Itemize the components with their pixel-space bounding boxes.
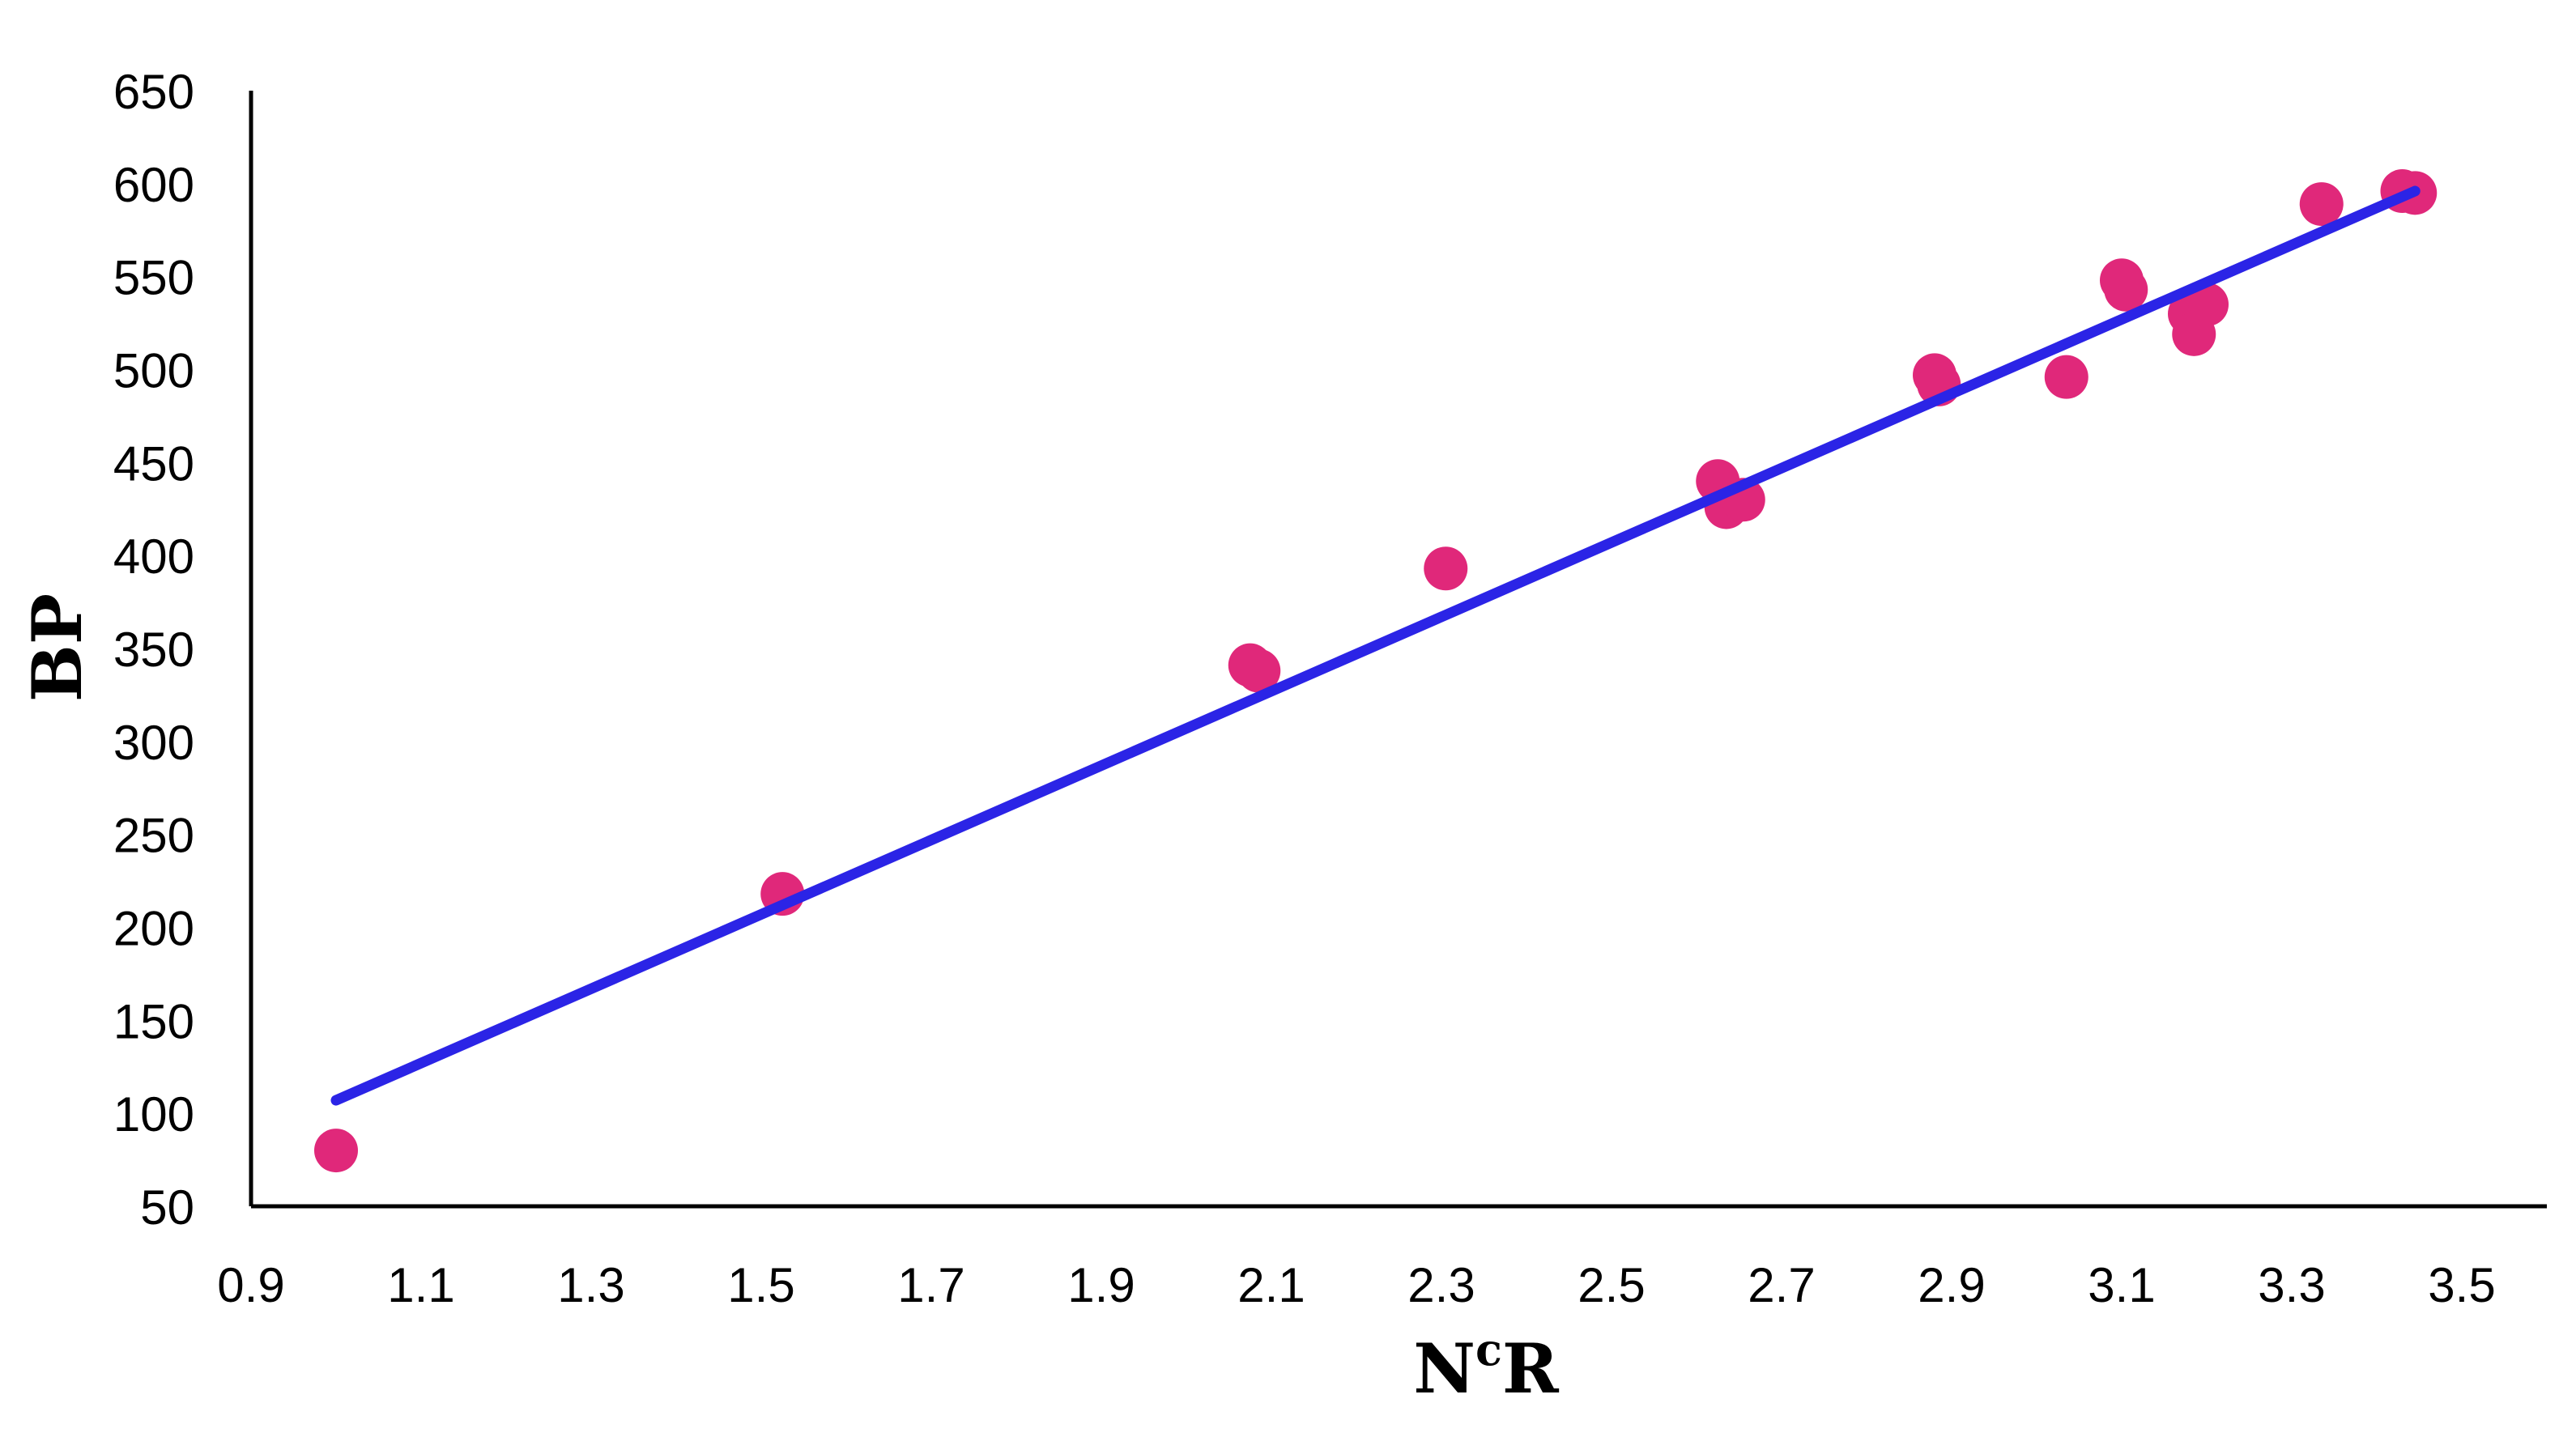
data-point <box>2104 267 2148 312</box>
y-tick-label: 400 <box>113 529 194 584</box>
x-tick-label: 1.9 <box>1067 1258 1135 1312</box>
trendline-group <box>330 185 2421 1106</box>
x-tick-label: 3.5 <box>2428 1258 2495 1312</box>
y-tick-labels: 50 100 150 200 250 300 350 400 450 500 550 600 650 <box>113 65 194 1235</box>
x-tick-label: 3.1 <box>2088 1258 2155 1312</box>
x-axis-title: NcR <box>1413 1324 1560 1409</box>
y-tick-label: 150 <box>113 994 194 1048</box>
x-tick-label: 2.7 <box>1748 1258 1815 1312</box>
x-tick-label: 3.3 <box>2258 1258 2325 1312</box>
x-tick-label: 2.5 <box>1578 1258 1645 1312</box>
x-tick-labels: 0.9 1.1 1.3 1.5 1.7 1.9 2.1 2.3 2.5 2.7 2.9 3.1 3.3 3… <box>217 1258 2495 1312</box>
data-point <box>2185 283 2229 327</box>
x-tick-label: 2.3 <box>1407 1258 1475 1312</box>
axes <box>249 91 2547 1209</box>
y-tick-label: 600 <box>113 158 194 212</box>
x-tick-label: 1.5 <box>727 1258 794 1312</box>
x-tick-label: 1.1 <box>387 1258 454 1312</box>
data-point <box>2044 355 2088 399</box>
y-tick-label: 450 <box>113 436 194 491</box>
data-point <box>1424 546 1468 591</box>
y-tick-label: 50 <box>140 1180 194 1235</box>
y-tick-label: 650 <box>113 65 194 119</box>
y-tick-label: 100 <box>113 1087 194 1142</box>
y-tick-label: 200 <box>113 902 194 956</box>
x-tick-label: 2.9 <box>1918 1258 1985 1312</box>
data-point <box>1237 648 1281 693</box>
y-tick-label: 300 <box>113 716 194 770</box>
x-tick-label: 1.7 <box>897 1258 964 1312</box>
data-point <box>314 1129 358 1173</box>
y-axis-title: BP <box>17 593 97 702</box>
x-tick-label: 1.3 <box>557 1258 624 1312</box>
data-point <box>2299 182 2344 227</box>
y-tick-label: 350 <box>113 623 194 677</box>
trendline <box>330 185 2421 1106</box>
y-tick-label: 500 <box>113 344 194 398</box>
x-tick-label: 2.1 <box>1237 1258 1305 1312</box>
x-tick-label: 0.9 <box>217 1258 284 1312</box>
y-tick-label: 550 <box>113 251 194 305</box>
y-tick-label: 250 <box>113 809 194 863</box>
